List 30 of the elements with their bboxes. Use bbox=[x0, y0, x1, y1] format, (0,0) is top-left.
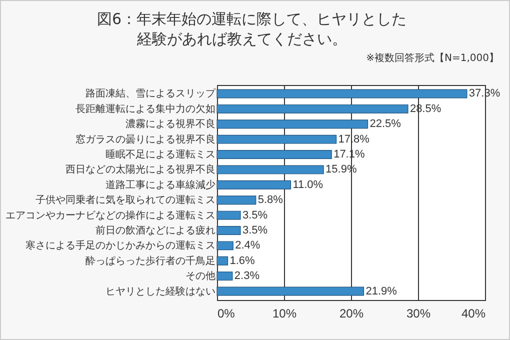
y-tick-label: 西日などの太陽光による視界不良 bbox=[66, 164, 216, 176]
data-label: 21.9% bbox=[366, 285, 398, 298]
data-label: 1.6% bbox=[230, 254, 256, 267]
data-label: 3.5% bbox=[242, 209, 268, 222]
y-tick-label: 窓ガラスの曇りによる視界不良 bbox=[76, 133, 216, 146]
data-label: 11.0% bbox=[292, 178, 324, 191]
y-tick-label: 子供や同乗者に気を取られての運転ミス bbox=[36, 194, 216, 206]
y-tick-label: 酔っぱらった歩行者の千鳥足 bbox=[86, 254, 216, 267]
y-tick-label: 路面凍結、雪によるスリップ bbox=[86, 88, 216, 100]
x-tick-label: 40% bbox=[461, 306, 486, 320]
x-tick-label: 10% bbox=[272, 306, 297, 320]
chart-title: 図6：年末年始の運転に際して、ヒヤリとした経験があれば教えてください。 bbox=[97, 9, 408, 49]
y-tick-label: 睡眠不足による運転ミス bbox=[106, 148, 216, 161]
data-label: 2.4% bbox=[235, 240, 260, 252]
data-label: 5.8% bbox=[258, 194, 284, 206]
data-label: 3.5% bbox=[242, 224, 268, 236]
y-tick-label: 長距離運転による集中力の欠如 bbox=[76, 102, 216, 115]
x-tick-label: 20% bbox=[339, 306, 364, 320]
y-tick-label: ヒヤリとした経験はない bbox=[106, 285, 216, 298]
y-tick-label: エアコンやカーナビなどの操作による運転ミス bbox=[6, 209, 216, 222]
y-tick-label: 前日の飲酒などによる疲れ bbox=[96, 224, 216, 236]
data-label: 2.3% bbox=[234, 270, 260, 282]
y-tick-label: その他 bbox=[186, 270, 216, 282]
y-tick-label: 道路工事による車線減少 bbox=[106, 178, 216, 191]
chart-subtitle: ※複数回答形式【N=1,000】 bbox=[366, 52, 499, 65]
x-tick-label: 0% bbox=[218, 306, 236, 320]
y-tick-label: 寒さによる手足のかじかみからの運転ミス bbox=[26, 240, 216, 252]
data-label: 22.5% bbox=[370, 118, 402, 130]
x-tick-label: 30% bbox=[406, 306, 431, 320]
y-tick-label: 濃霧による視界不良 bbox=[126, 118, 216, 130]
